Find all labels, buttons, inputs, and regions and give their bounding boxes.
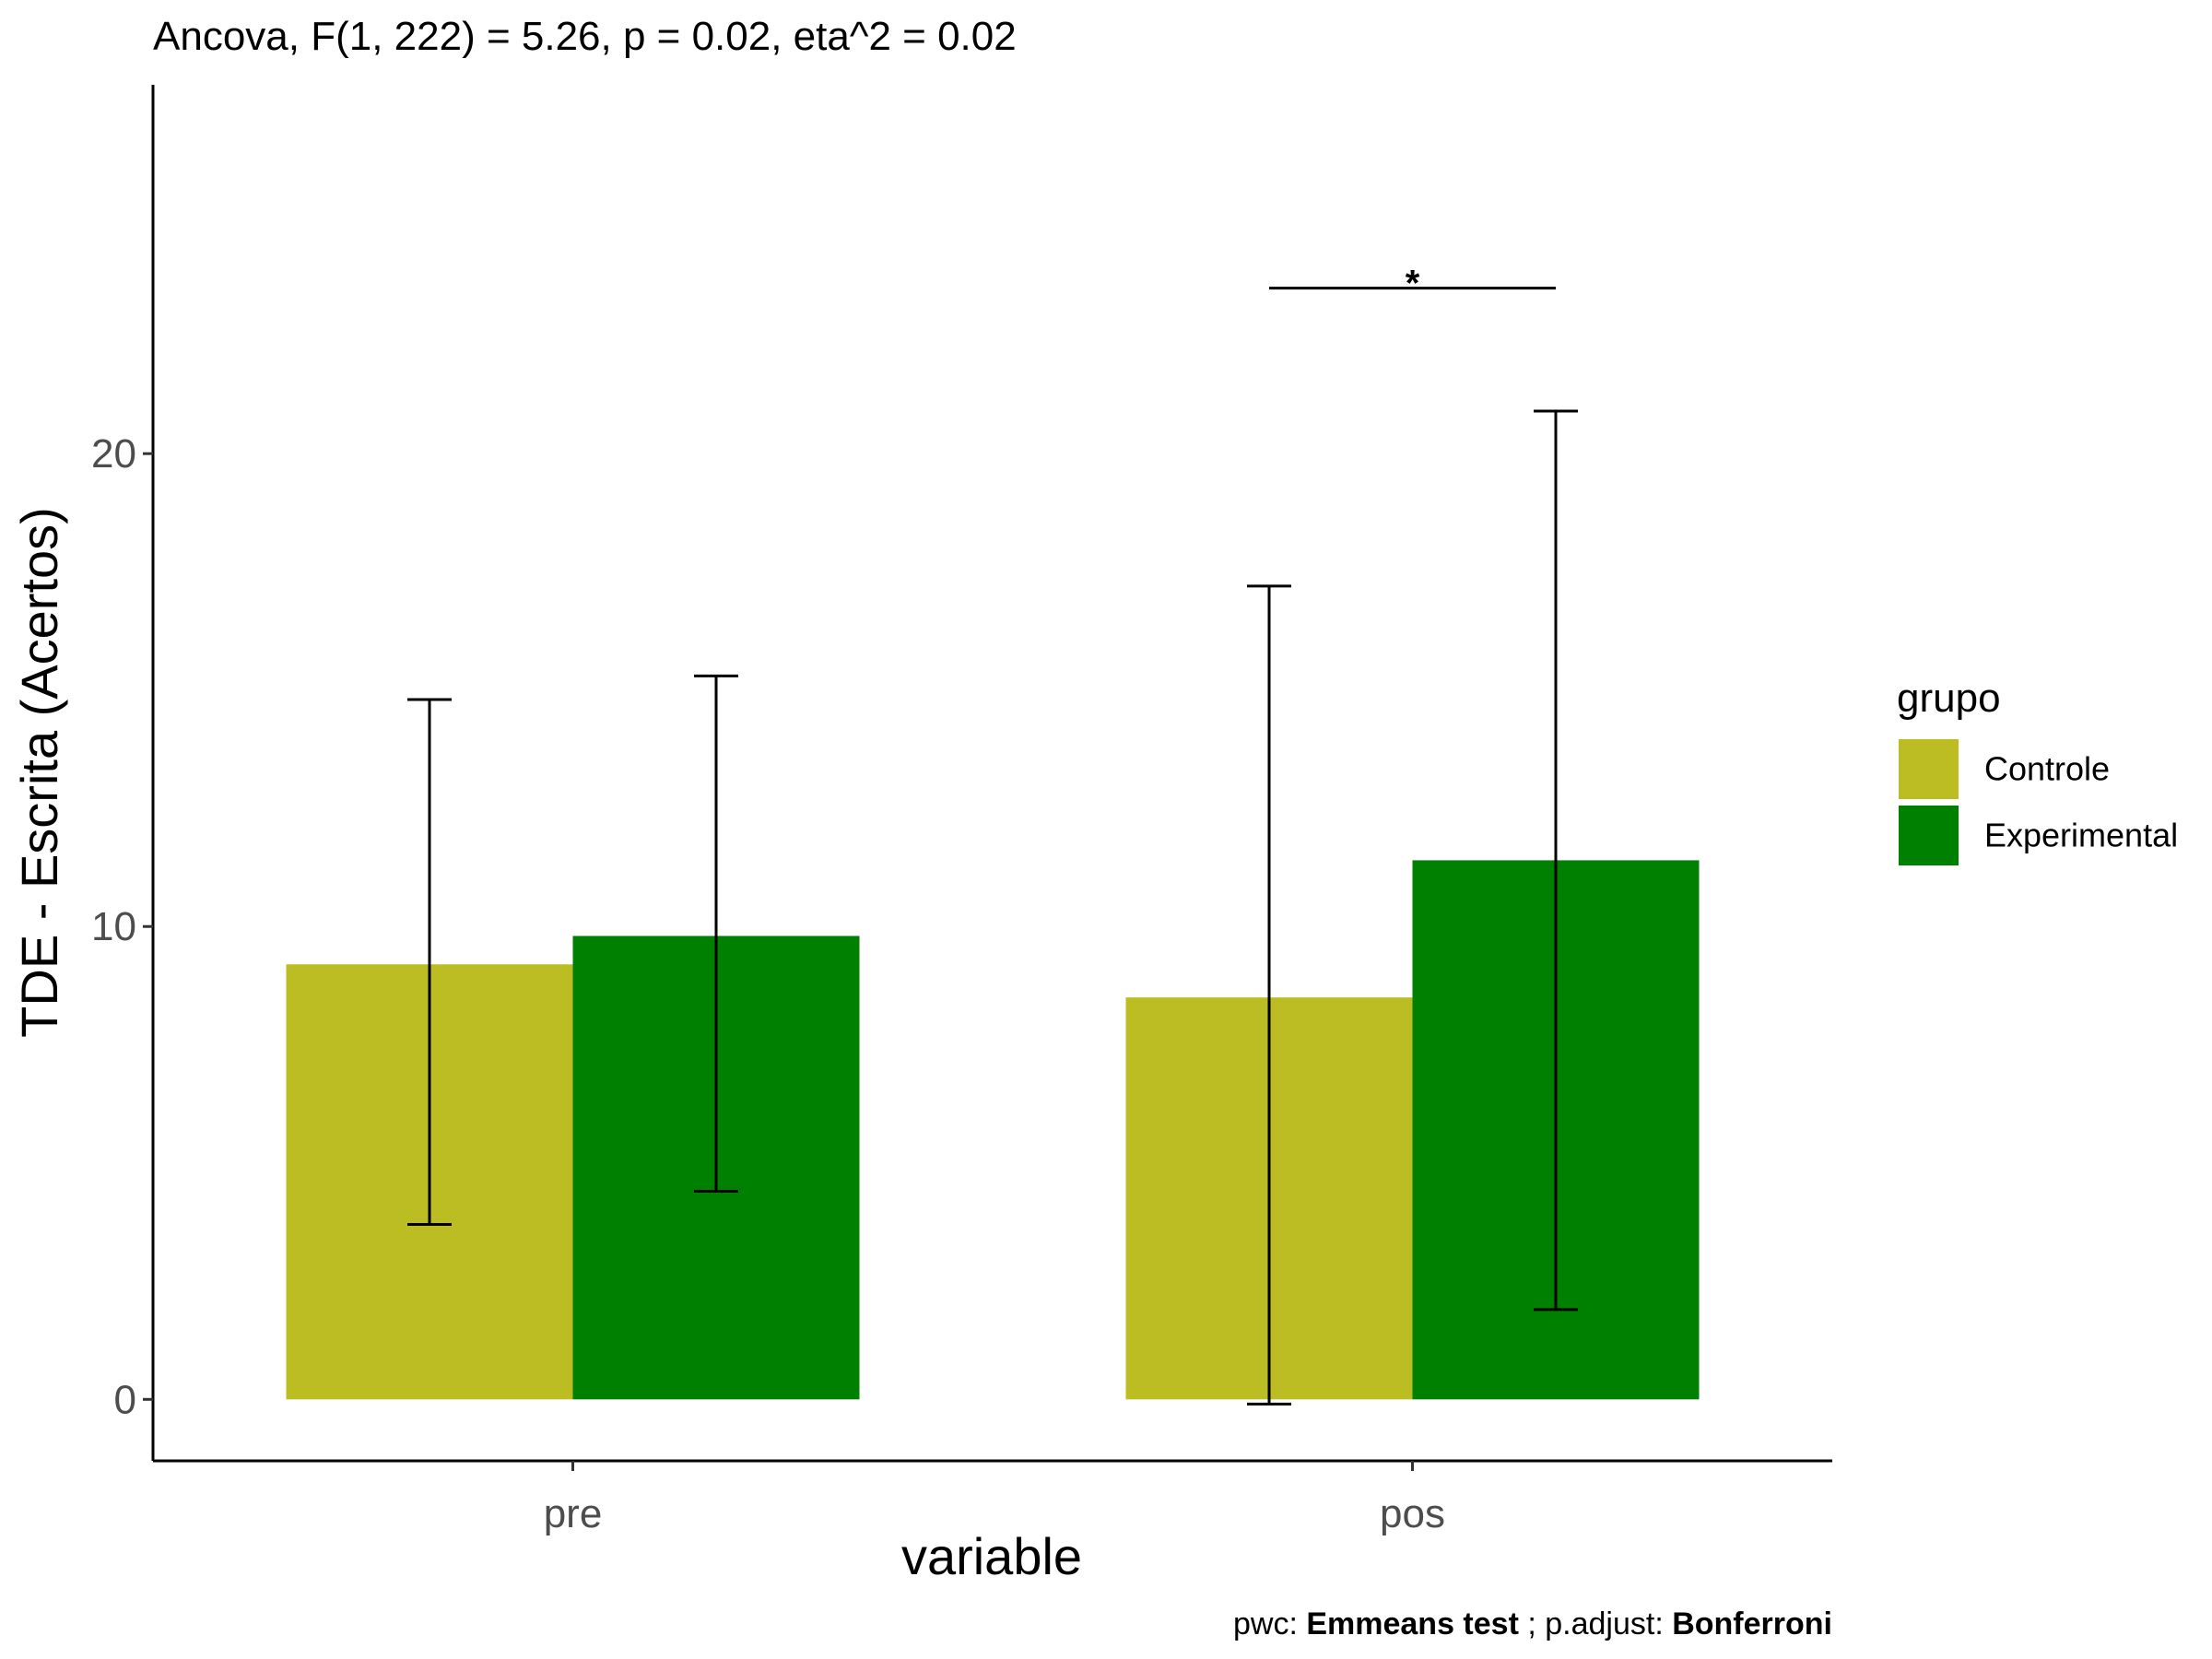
x-tick-label-pos: pos <box>1380 1491 1445 1536</box>
x-tick-label-pre: pre <box>544 1491 603 1536</box>
y-tick-label-20: 20 <box>91 431 136 477</box>
caption-middle: ; p.adjust: <box>1527 1606 1672 1641</box>
legend-key-experimental <box>1899 806 1959 865</box>
x-axis-label: variable <box>901 1527 1082 1585</box>
significance-label-pos: * <box>1406 264 1420 304</box>
error-bar-controle-pre <box>407 698 452 1226</box>
caption-prefix: pwc: <box>1233 1606 1306 1641</box>
legend-title: grupo <box>1897 676 2001 721</box>
plot-area: 0 10 20 pre pos * <box>91 85 1832 1536</box>
error-bar-experimental-pre <box>694 674 738 1194</box>
legend: grupo Controle Experimental <box>1897 676 2178 865</box>
legend-key-controle <box>1899 739 1959 799</box>
legend-label-controle: Controle <box>1984 750 2110 788</box>
error-bar-controle-pos <box>1247 584 1291 1406</box>
caption: pwc: Emmeans test ; p.adjust: Bonferroni <box>1233 1606 1832 1641</box>
error-bar-experimental-pos <box>1534 409 1578 1312</box>
legend-label-experimental: Experimental <box>1984 817 2178 854</box>
caption-method: Emmeans test <box>1306 1606 1519 1641</box>
y-axis-label: TDE - Escrita (Acertos) <box>10 507 68 1038</box>
y-tick-label-0: 0 <box>114 1377 136 1422</box>
caption-adjust: Bonferroni <box>1672 1606 1832 1641</box>
y-tick-label-10: 10 <box>91 904 136 949</box>
chart-title: Ancova, F(1, 222) = 5.26, p = 0.02, eta^… <box>153 14 1017 59</box>
legend-items: Controle Experimental <box>1899 739 2178 865</box>
